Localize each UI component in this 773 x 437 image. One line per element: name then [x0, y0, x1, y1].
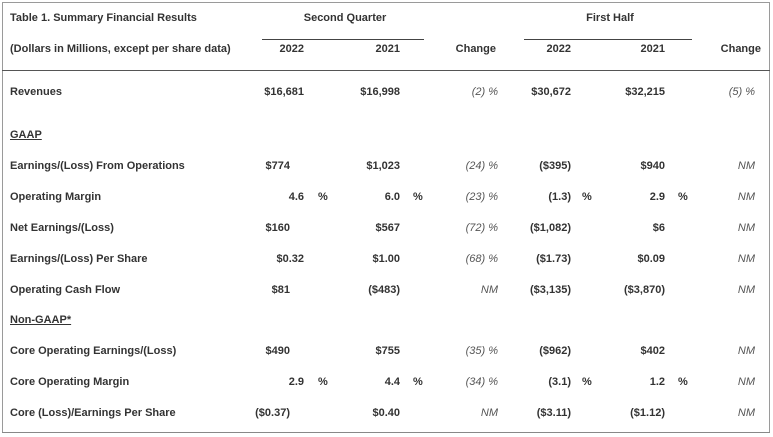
row-label: Revenues [10, 86, 62, 98]
second-quarter-rule [262, 39, 424, 40]
cell-q2021: 4.4 [384, 376, 400, 388]
cell-q2022: 2.9 [288, 376, 304, 388]
cell-h2021: $940 [640, 160, 665, 172]
financial-results-table [2, 2, 770, 433]
row-label: Core Operating Earnings/(Loss) [10, 345, 177, 357]
cell-h-change: NM [737, 253, 755, 265]
col-header-2022-q: 2022 [279, 43, 304, 55]
cell-q2021: $16,998 [360, 86, 400, 98]
row-label: Earnings/(Loss) From Operations [10, 160, 185, 172]
cell-q2022: $490 [265, 345, 290, 357]
cell-q-change: (72) % [465, 222, 498, 234]
pct-sign: % [582, 191, 592, 203]
cell-q-change: (24) % [465, 160, 498, 172]
cell-h2021: $32,215 [625, 86, 665, 98]
section-gaap: GAAP [10, 129, 42, 141]
cell-q-change: (23) % [465, 191, 498, 203]
cell-q-change: (68) % [465, 253, 498, 265]
cell-h2021: $0.09 [637, 253, 665, 265]
cell-q-change: (35) % [465, 345, 498, 357]
cell-q-change: (2) % [471, 86, 498, 98]
first-half-rule [524, 39, 692, 40]
cell-h2021: $6 [652, 222, 665, 234]
cell-q2022: $81 [271, 284, 290, 296]
row-label: Core (Loss)/Earnings Per Share [10, 407, 176, 419]
cell-q2021: 6.0 [384, 191, 400, 203]
cell-h2021: ($3,870) [624, 284, 665, 296]
row-label: Net Earnings/(Loss) [10, 222, 114, 234]
group-header-first-half: First Half [586, 12, 634, 24]
bottom-rule [2, 432, 770, 433]
cell-h2022: ($3,135) [530, 284, 571, 296]
cell-q2022: $16,681 [264, 86, 304, 98]
cell-h2022: (3.1) [548, 376, 571, 388]
cell-h-change: (5) % [728, 86, 755, 98]
cell-h2022: (1.3) [548, 191, 571, 203]
cell-h2021: 1.2 [649, 376, 665, 388]
pct-sign: % [678, 376, 688, 388]
pct-sign: % [582, 376, 592, 388]
table-title: Table 1. Summary Financial Results [10, 12, 197, 24]
cell-h-change: NM [737, 407, 755, 419]
pct-sign: % [413, 191, 423, 203]
cell-h2021: ($1.12) [630, 407, 665, 419]
cell-q2021: $1,023 [366, 160, 400, 172]
cell-h-change: NM [737, 160, 755, 172]
cell-h2022: ($1.73) [536, 253, 571, 265]
cell-h2022: $30,672 [531, 86, 571, 98]
cell-h2022: ($395) [539, 160, 571, 172]
row-label: Operating Cash Flow [10, 284, 121, 296]
cell-q2021: $755 [375, 345, 400, 357]
header-divider [2, 70, 770, 71]
section-nongaap: Non-GAAP* [10, 314, 72, 326]
cell-q2022: ($0.37) [255, 407, 290, 419]
pct-sign: % [678, 191, 688, 203]
cell-h-change: NM [737, 376, 755, 388]
col-header-change-q: Change [455, 43, 496, 55]
col-header-change-h: Change [720, 43, 761, 55]
cell-h2022: ($1,082) [530, 222, 571, 234]
col-header-2021-h: 2021 [640, 43, 665, 55]
cell-q-change: NM [480, 284, 498, 296]
cell-q2022: $160 [265, 222, 290, 234]
cell-q2022: $0.32 [276, 253, 304, 265]
col-header-2022-h: 2022 [546, 43, 571, 55]
cell-h-change: NM [737, 191, 755, 203]
col-header-2021-q: 2021 [375, 43, 400, 55]
pct-sign: % [318, 191, 328, 203]
cell-h2022: ($3.11) [536, 407, 571, 419]
cell-q-change: NM [480, 407, 498, 419]
cell-h-change: NM [737, 345, 755, 357]
cell-h2021: $402 [640, 345, 665, 357]
row-label: Core Operating Margin [10, 376, 130, 388]
cell-q2021: ($483) [368, 284, 400, 296]
cell-h2021: 2.9 [649, 191, 665, 203]
pct-sign: % [413, 376, 423, 388]
cell-h-change: NM [737, 284, 755, 296]
cell-h-change: NM [737, 222, 755, 234]
cell-q2022: $774 [265, 160, 290, 172]
cell-q2021: $1.00 [372, 253, 400, 265]
row-label: Earnings/(Loss) Per Share [10, 253, 148, 265]
group-header-second-quarter: Second Quarter [303, 12, 387, 24]
cell-q2021: $0.40 [372, 407, 400, 419]
units-label: (Dollars in Millions, except per share d… [10, 43, 231, 55]
row-label: Operating Margin [10, 191, 102, 203]
pct-sign: % [318, 376, 328, 388]
cell-h2022: ($962) [539, 345, 571, 357]
cell-q2021: $567 [375, 222, 400, 234]
cell-q-change: (34) % [465, 376, 498, 388]
cell-q2022: 4.6 [288, 191, 304, 203]
